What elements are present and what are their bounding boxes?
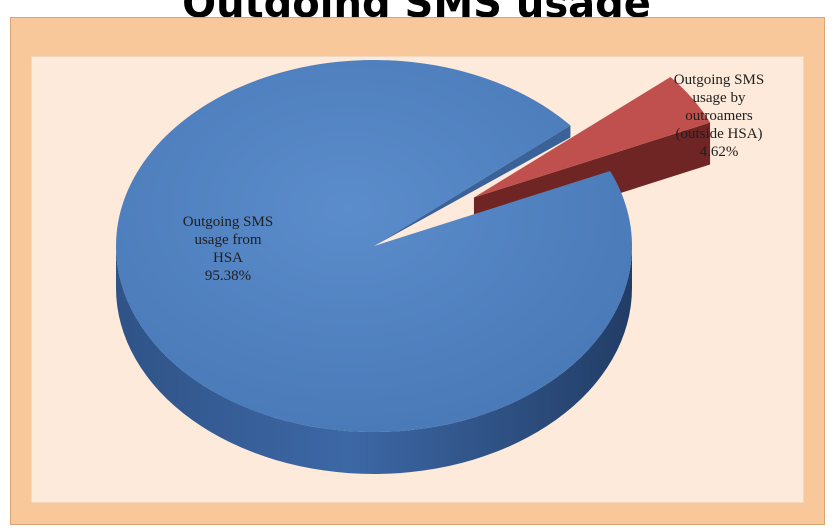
slice-label-1-line: 95.38% <box>205 268 251 284</box>
pie-slice-1-top <box>116 60 633 433</box>
pie-slice-1-side <box>116 246 632 474</box>
slice-label-2-line: usage by <box>693 90 746 106</box>
pie-slice-2-top <box>473 76 711 198</box>
slice-label-2-line: (outside HSA) <box>675 126 762 142</box>
slice-label-1-line: usage from <box>194 232 261 248</box>
slice-label-2-line: 4.62% <box>700 144 739 160</box>
slice-label-1: Outgoing SMS usage from HSA 95.38% <box>183 214 273 284</box>
slice-label-2-line: Outgoing SMS <box>674 72 764 88</box>
pie-slice-1 <box>116 60 633 474</box>
slice-label-1-line: Outgoing SMS <box>183 214 273 230</box>
slice-label-2: Outgoing SMS usage by outroamers (outside H… <box>674 72 764 160</box>
slice-label-1-line: HSA <box>213 250 243 266</box>
pie-slice-1-cut-face <box>374 125 571 246</box>
slice-label-2-line: outroamers <box>685 108 753 124</box>
